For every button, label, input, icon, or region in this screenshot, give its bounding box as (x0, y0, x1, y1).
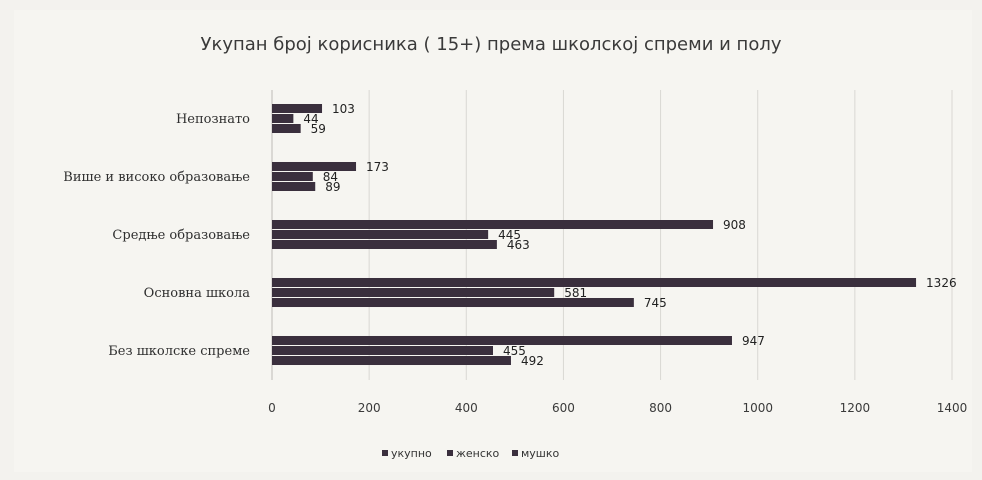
category-label: Без школске спреме (108, 344, 250, 359)
x-tick-label: 600 (552, 401, 575, 415)
bar-женско (272, 172, 313, 181)
data-label: 581 (564, 286, 587, 300)
data-label: 1326 (926, 276, 957, 290)
data-label: 445 (498, 228, 521, 242)
bar-мушко (272, 298, 634, 307)
data-label: 59 (311, 122, 326, 136)
bar-мушко (272, 124, 301, 133)
data-label: 173 (366, 160, 389, 174)
category-label: Непознато (176, 112, 250, 127)
category-label: Средње образовање (112, 228, 250, 243)
bar-мушко (272, 356, 511, 365)
x-tick-label: 400 (455, 401, 478, 415)
legend-swatch (382, 450, 388, 456)
data-label: 44 (303, 112, 318, 126)
legend-label: женско (456, 447, 500, 460)
legend-swatch (512, 450, 518, 456)
x-tick-label: 1400 (937, 401, 968, 415)
data-label: 103 (332, 102, 355, 116)
legend-label: мушко (521, 447, 560, 460)
data-label: 947 (742, 334, 765, 348)
bar-мушко (272, 182, 316, 191)
legend-swatch (447, 450, 453, 456)
x-tick-label: 0 (268, 401, 276, 415)
x-tick-label: 1000 (742, 401, 773, 415)
bar-женско (272, 230, 489, 239)
legend-label: укупно (391, 447, 432, 460)
bar-женско (272, 346, 493, 355)
x-tick-label: 800 (649, 401, 672, 415)
data-label: 908 (723, 218, 746, 232)
data-label: 463 (507, 238, 530, 252)
data-label: 745 (644, 296, 667, 310)
bar-укупно (272, 162, 357, 171)
bar-укупно (272, 104, 323, 113)
category-label: Основна школа (144, 286, 251, 301)
bar-мушко (272, 240, 497, 249)
bar-укупно (272, 278, 917, 287)
data-label: 492 (521, 354, 544, 368)
data-label: 455 (503, 344, 526, 358)
x-tick-label: 200 (358, 401, 381, 415)
bar-женско (272, 288, 555, 297)
data-label: 89 (325, 180, 340, 194)
x-tick-label: 1200 (840, 401, 871, 415)
chart-title: Укупан број корисника ( 15+) према школс… (200, 34, 782, 55)
bar-укупно (272, 220, 714, 229)
bar-укупно (272, 336, 732, 345)
category-label: Више и високо образовање (63, 170, 250, 185)
data-label: 84 (323, 170, 338, 184)
bar-женско (272, 114, 294, 123)
